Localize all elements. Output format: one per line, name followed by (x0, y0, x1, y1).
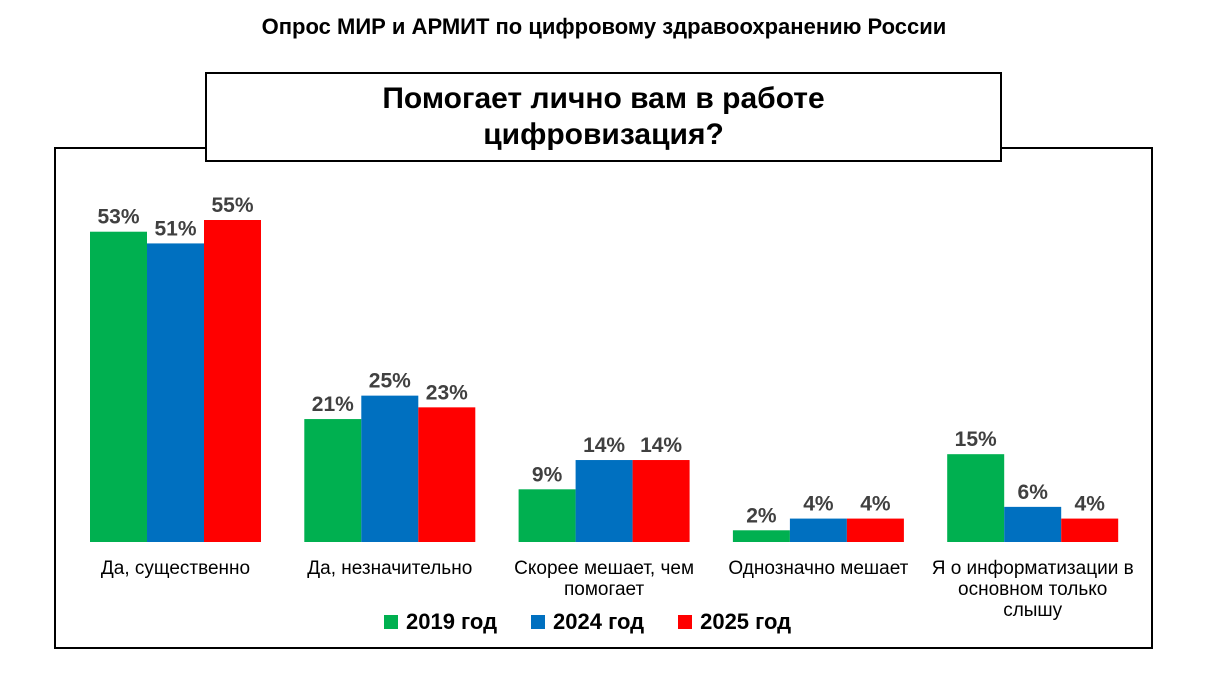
legend-item-2019: 2019 год (384, 609, 497, 635)
value-label-2024-год-3: 4% (803, 493, 834, 516)
value-label-2019-год-3: 2% (746, 504, 777, 527)
legend-item-2025: 2025 год (678, 609, 791, 635)
bar-2025-год-1 (418, 407, 476, 542)
value-label-2019-год-0: 53% (97, 206, 139, 229)
value-label-2024-год-2: 14% (583, 434, 625, 457)
value-label-2025-год-4: 4% (1075, 493, 1106, 516)
bar-2019-год-3 (732, 530, 790, 542)
legend: 2019 год 2024 год 2025 год (384, 609, 791, 635)
legend-label-2025: 2025 год (700, 609, 792, 634)
bar-2025-год-2 (632, 460, 690, 542)
bar-2024-год-1 (361, 395, 419, 542)
value-label-2019-год-4: 15% (955, 428, 997, 451)
category-label-4: Я о информатизации в основном только слышу (932, 558, 1134, 621)
bar-2019-год-2 (518, 489, 576, 542)
bar-2024-год-4 (1004, 506, 1062, 542)
legend-swatch-2025 (678, 615, 693, 629)
category-label-0: Да, существенно (101, 558, 250, 579)
question-title: Помогает лично вам в работе цифровизация… (205, 72, 1002, 162)
bar-2019-год-4 (947, 454, 1005, 542)
legend-label-2019: 2019 год (406, 609, 498, 634)
value-label-2019-год-2: 9% (532, 463, 563, 486)
legend-label-2024: 2024 год (553, 609, 645, 634)
category-label-1: Да, незначительно (307, 558, 472, 579)
legend-swatch-2024 (531, 615, 546, 629)
bar-2024-год-3 (789, 518, 847, 542)
bar-2019-год-1 (304, 419, 362, 542)
value-label-2025-год-2: 14% (640, 434, 682, 457)
bar-2025-год-0 (204, 220, 261, 542)
value-label-2024-год-0: 51% (154, 217, 196, 240)
legend-item-2024: 2024 год (531, 609, 644, 635)
value-label-2025-год-0: 55% (211, 194, 253, 217)
value-label-2024-год-4: 6% (1018, 481, 1049, 504)
value-label-2019-год-1: 21% (312, 393, 354, 416)
bar-2025-год-3 (846, 518, 904, 542)
category-label-3: Однозначно мешает (728, 558, 908, 579)
page-title: Опрос МИР и АРМИТ по цифровому здравоохр… (261, 14, 947, 39)
bar-2024-год-2 (575, 460, 633, 542)
value-label-2025-год-1: 23% (426, 381, 468, 404)
bar-2019-год-0 (90, 231, 147, 542)
legend-swatch-2019 (384, 615, 398, 629)
category-label-2: Скорее мешает, чем помогает (514, 558, 694, 600)
value-label-2025-год-3: 4% (860, 493, 891, 516)
bar-2024-год-0 (147, 243, 204, 542)
bar-2025-год-4 (1061, 518, 1119, 542)
value-label-2024-год-1: 25% (369, 370, 411, 393)
